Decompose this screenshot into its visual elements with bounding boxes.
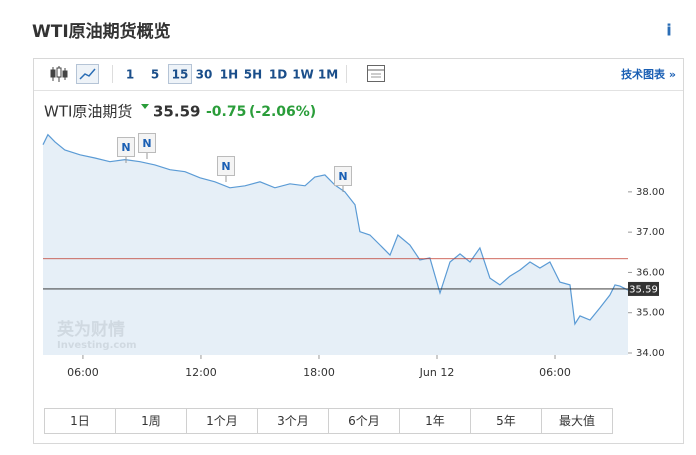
line-icon[interactable] <box>76 64 99 84</box>
interval-button[interactable]: 15 <box>172 68 189 82</box>
period-button[interactable] <box>470 408 542 434</box>
interval-button[interactable]: 30 <box>196 68 213 82</box>
period-label: 1日 <box>70 414 90 428</box>
period-button[interactable] <box>257 408 329 434</box>
y-tick-label: 37.00 <box>636 227 665 238</box>
interval-button[interactable]: 5 <box>151 68 159 82</box>
interval-button[interactable]: 1 <box>126 68 134 82</box>
interval-active <box>168 64 192 84</box>
area <box>43 134 628 355</box>
interval-button[interactable]: 5H <box>244 68 262 82</box>
period-button[interactable] <box>399 408 471 434</box>
last-price-tag <box>628 281 659 296</box>
y-tick-label: 38.00 <box>636 187 665 198</box>
last-price-label: 35.59 <box>629 284 658 295</box>
period-button[interactable] <box>186 408 258 434</box>
period-label: 最大值 <box>559 413 595 428</box>
news-marker[interactable] <box>217 156 235 176</box>
down-arrow <box>141 104 149 109</box>
period-label: 6个月 <box>348 414 380 428</box>
interval-button[interactable]: 1W <box>292 68 314 82</box>
widget-frame <box>33 58 684 444</box>
period-label: 1周 <box>141 414 161 428</box>
x-tick-label: 06:00 <box>67 366 99 379</box>
y-tick-label: 35.00 <box>636 308 665 319</box>
period-button[interactable] <box>328 408 400 434</box>
period-label: 5年 <box>496 414 516 428</box>
info-button[interactable]: i <box>666 21 671 40</box>
change: -0.75 <box>206 104 246 120</box>
instrument-name: WTI原油期货 <box>44 103 132 121</box>
y-tick-label: 34.00 <box>636 348 665 359</box>
news-marker-label: N <box>142 137 151 150</box>
news-marker[interactable] <box>138 133 156 153</box>
interval-button[interactable]: 1H <box>220 68 238 82</box>
technical-chart-link[interactable]: 技术图表 » <box>621 67 676 81</box>
period-label: 1年 <box>425 414 445 428</box>
period-button[interactable] <box>44 408 116 434</box>
x-tick-label: 12:00 <box>185 366 217 379</box>
period-button[interactable] <box>541 408 613 434</box>
table-icon[interactable] <box>367 65 385 82</box>
x-tick-label: 18:00 <box>303 366 335 379</box>
candle-icon[interactable] <box>50 66 68 82</box>
news-marker[interactable] <box>117 137 135 157</box>
news-marker-label: N <box>338 170 347 183</box>
y-tick-label: 36.00 <box>636 267 665 278</box>
news-marker-label: N <box>121 141 130 154</box>
news-marker-label: N <box>221 160 230 173</box>
change-percent: (-2.06%) <box>249 104 316 120</box>
page-title: WTI原油期货概览 <box>32 21 171 42</box>
interval-button[interactable]: 1M <box>318 68 338 82</box>
chart: 英为财情Investing.com34.0035.0036.0037.0038.… <box>42 125 665 379</box>
news-marker[interactable] <box>334 166 352 186</box>
x-tick-label: 06:00 <box>539 366 571 379</box>
x-tick-label: Jun 12 <box>419 366 455 379</box>
interval-button[interactable]: 1D <box>269 68 287 82</box>
price-line <box>42 133 629 326</box>
last-price: 35.59 <box>153 103 200 121</box>
period-label: 3个月 <box>277 414 309 428</box>
period-label: 1个月 <box>206 414 238 428</box>
